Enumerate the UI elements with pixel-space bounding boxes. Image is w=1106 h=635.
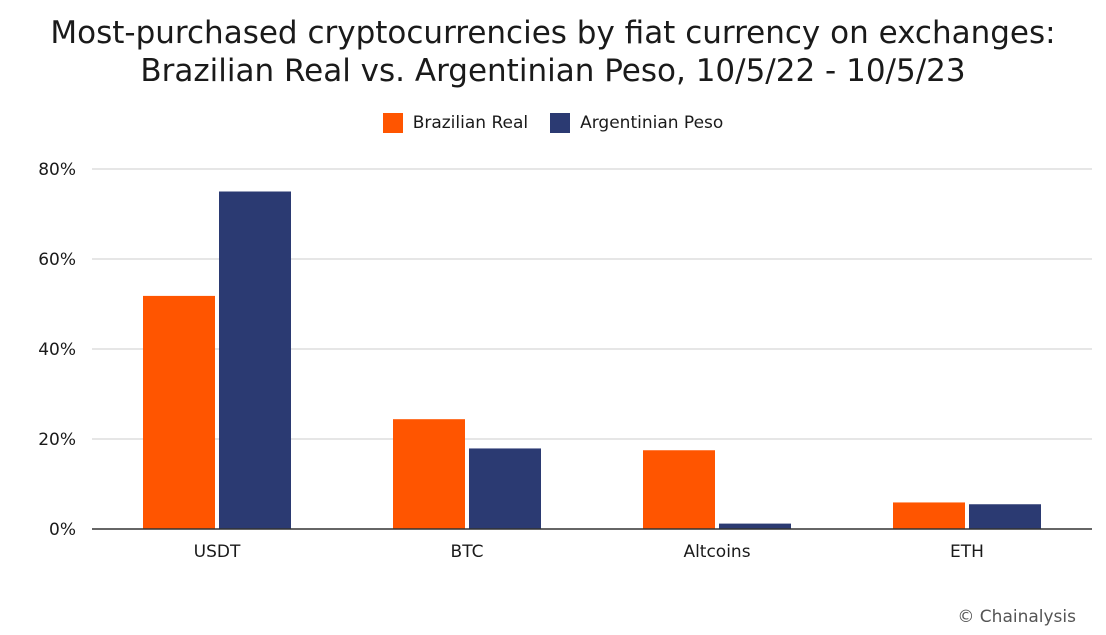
chart-title-line1: Most-purchased cryptocurrencies by fiat …: [50, 15, 1056, 51]
bar-brazilian-real-btc: [393, 419, 465, 529]
bar-argentinian-peso-eth: [969, 504, 1041, 529]
x-tick-label: BTC: [451, 542, 484, 562]
legend-item-argentinian-peso: Argentinian Peso: [550, 113, 723, 133]
legend-swatch-brazilian-real: [382, 113, 403, 133]
bar-argentinian-peso-btc: [469, 448, 541, 529]
y-tick-label: 0%: [49, 520, 76, 540]
x-tick-label: USDT: [194, 542, 241, 562]
chart-subtitle: Brazilian Real vs. Argentinian Peso, 10/…: [140, 53, 966, 89]
y-tick-label: 60%: [38, 250, 76, 270]
x-tick-label: ETH: [950, 542, 984, 562]
bar-brazilian-real-altcoins: [643, 450, 715, 529]
legend: Brazilian Real Argentinian Peso: [0, 113, 1106, 133]
legend-label-brazilian-real: Brazilian Real: [412, 113, 529, 133]
y-tick-label: 80%: [38, 160, 76, 180]
bar-brazilian-real-usdt: [143, 295, 215, 529]
legend-item-brazilian-real: Brazilian Real: [382, 113, 529, 133]
chart-title: Most-purchased cryptocurrencies by fiat …: [0, 14, 1106, 90]
watermark: © Chainalysis: [957, 607, 1076, 627]
bar-brazilian-real-eth: [893, 502, 965, 529]
legend-label-argentinian-peso: Argentinian Peso: [580, 113, 724, 133]
legend-swatch-argentinian-peso: [550, 113, 571, 133]
y-tick-label: 20%: [38, 430, 76, 450]
bar-argentinian-peso-altcoins: [719, 523, 791, 529]
bar-argentinian-peso-usdt: [219, 191, 291, 529]
x-tick-label: Altcoins: [683, 542, 750, 562]
y-tick-label: 40%: [38, 340, 76, 360]
